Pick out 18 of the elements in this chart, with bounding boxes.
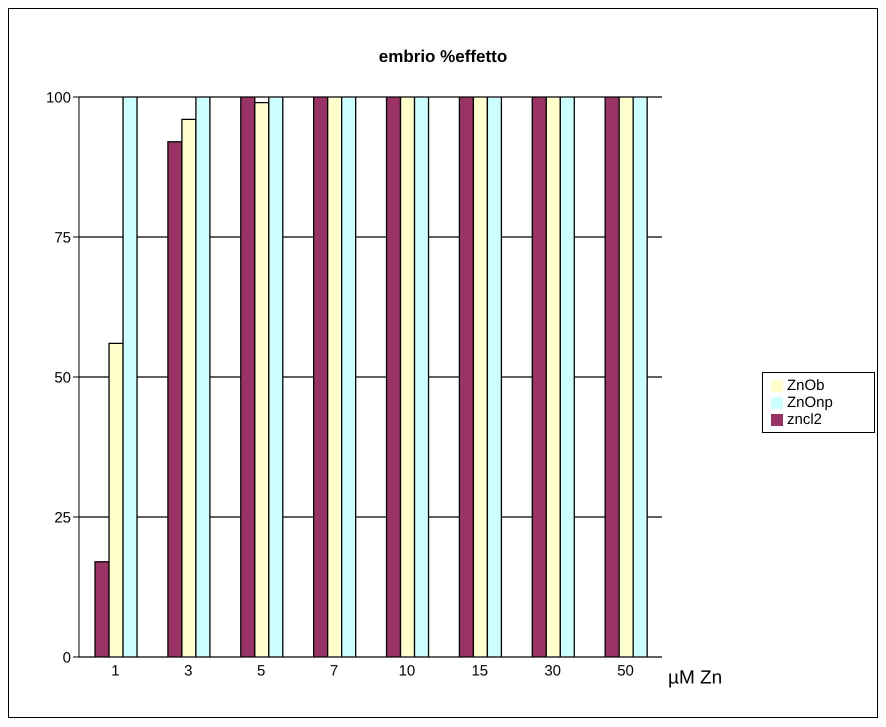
chart-title: embrio %effetto bbox=[378, 46, 508, 68]
y-tick-label: 0 bbox=[62, 649, 71, 666]
x-tick-label: 50 bbox=[617, 662, 634, 680]
y-tick-label: 100 bbox=[46, 89, 71, 106]
x-tick-label: 30 bbox=[544, 662, 562, 680]
legend-label: ZnOnp bbox=[787, 394, 833, 410]
x-tick-label: 5 bbox=[257, 662, 266, 680]
x-tick-label: 3 bbox=[184, 662, 192, 680]
x-tick-label: 15 bbox=[471, 662, 488, 680]
y-tick-label: 75 bbox=[54, 229, 71, 246]
x-axis-title: µM Zn bbox=[668, 668, 722, 689]
x-tick-label: 7 bbox=[330, 662, 338, 680]
y-tick-label: 25 bbox=[54, 509, 71, 526]
x-tick-label: 10 bbox=[398, 662, 416, 680]
legend-label: zncl2 bbox=[787, 410, 822, 428]
x-tick-label: 1 bbox=[111, 662, 120, 680]
y-tick-label: 50 bbox=[54, 369, 71, 386]
legend-label: ZnOb bbox=[787, 376, 825, 394]
